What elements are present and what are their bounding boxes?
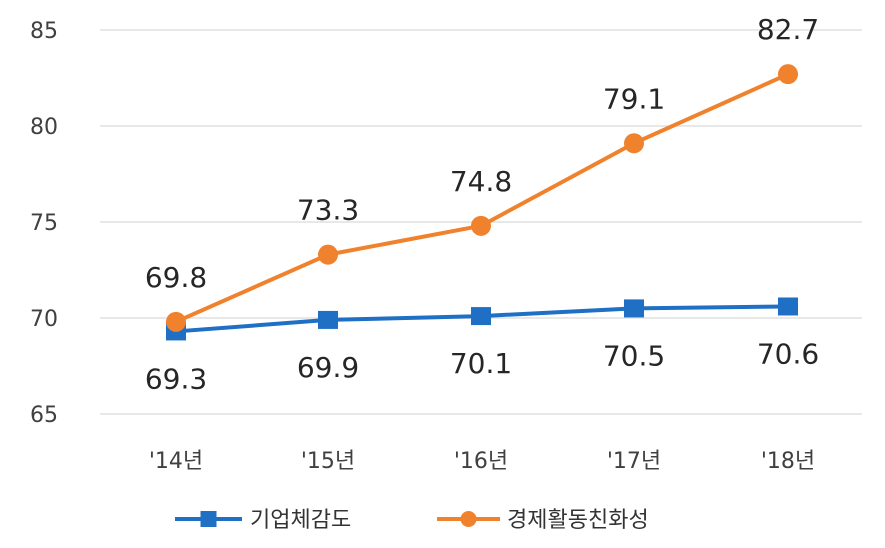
legend-label: 경제활동친화성 xyxy=(507,508,649,533)
data-label: 70.6 xyxy=(757,337,819,370)
data-label: 74.8 xyxy=(450,165,512,198)
series xyxy=(166,64,798,341)
data-label: 69.9 xyxy=(297,351,359,384)
y-tick-label: 75 xyxy=(30,211,58,236)
data-label: 70.5 xyxy=(603,339,665,372)
data-point xyxy=(318,310,338,329)
legend-marker xyxy=(460,511,477,527)
data-point xyxy=(778,297,798,316)
x-tick-label: '14년 xyxy=(149,449,203,474)
series-blue xyxy=(166,297,798,341)
data-point xyxy=(318,244,338,265)
x-tick-label: '16년 xyxy=(454,449,508,474)
legend-item: 경제활동친화성 xyxy=(437,508,649,533)
y-tick-label: 65 xyxy=(30,403,58,428)
legend: 기업체감도 경제활동친화성 xyxy=(175,508,649,533)
data-label: 73.3 xyxy=(297,194,359,227)
data-point xyxy=(778,64,798,85)
legend-marker xyxy=(200,511,217,527)
x-tick-label: '18년 xyxy=(761,449,815,474)
data-label: 69.8 xyxy=(145,261,207,294)
data-label: 70.1 xyxy=(450,347,512,380)
data-point xyxy=(471,307,491,326)
y-axis-ticks: 65 70 75 80 85 xyxy=(30,19,58,428)
data-labels: 69.3 69.9 70.1 70.5 70.6 69.8 73.3 74.8 79.1 82.7 xyxy=(145,13,819,395)
data-label: 69.3 xyxy=(145,362,207,395)
data-point xyxy=(166,311,186,332)
x-axis-ticks: '14년 '15년 '16년 '17년 '18년 xyxy=(149,449,815,474)
data-label: 79.1 xyxy=(603,82,665,115)
y-tick-label: 85 xyxy=(30,19,58,44)
x-tick-label: '15년 xyxy=(301,449,355,474)
data-label: 82.7 xyxy=(757,13,819,46)
data-point xyxy=(624,299,644,318)
x-tick-label: '17년 xyxy=(607,449,661,474)
data-point xyxy=(624,133,644,154)
legend-label: 기업체감도 xyxy=(250,508,351,533)
legend-item: 기업체감도 xyxy=(175,508,351,533)
y-tick-label: 70 xyxy=(30,307,58,332)
y-tick-label: 80 xyxy=(30,115,58,140)
series-line xyxy=(175,72,789,324)
series-orange xyxy=(166,64,798,332)
data-point xyxy=(471,215,491,236)
